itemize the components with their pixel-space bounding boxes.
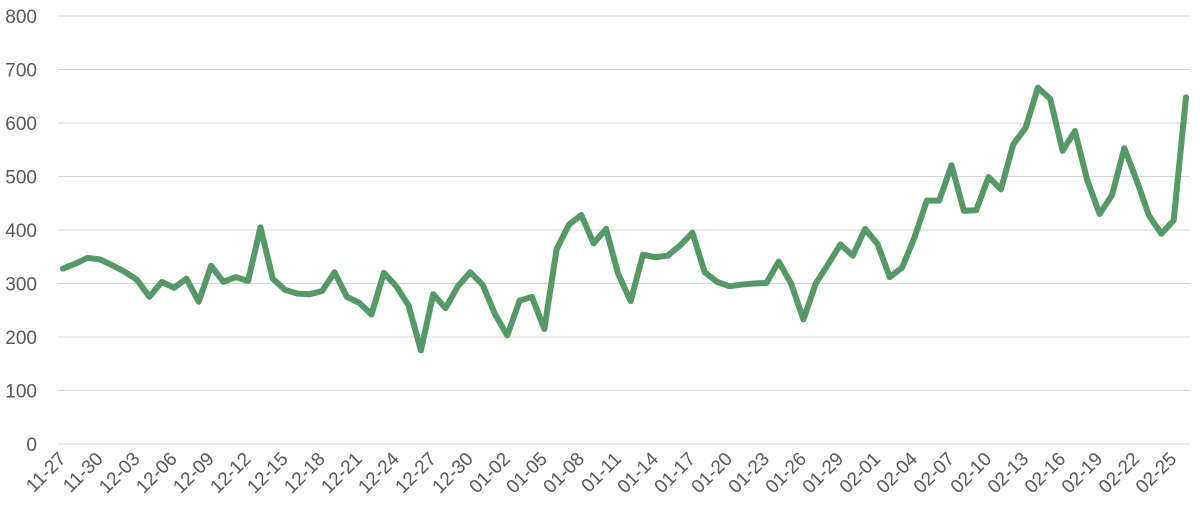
x-tick-label: 12-06	[132, 449, 181, 498]
x-tick-label: 12-15	[243, 449, 292, 498]
series-line-0	[60, 84, 1189, 354]
x-tick-label: 02-16	[1021, 449, 1070, 498]
x-tick-label: 02-13	[984, 449, 1033, 498]
x-tick-label: 01-08	[540, 449, 589, 498]
x-tick-label: 02-10	[947, 449, 996, 498]
x-tick-label: 01-29	[799, 449, 848, 498]
y-tick-label: 700	[5, 61, 37, 82]
x-tick-label: 01-20	[688, 449, 737, 498]
y-tick-label: 200	[5, 328, 37, 349]
x-tick-label: 01-23	[725, 449, 774, 498]
x-tick-label: 01-02	[466, 449, 515, 498]
x-tick-label: 12-03	[95, 449, 144, 498]
x-tick-label: 01-14	[614, 448, 664, 498]
y-tick-label: 300	[5, 275, 37, 296]
y-tick-label: 400	[5, 221, 37, 242]
x-tick-label: 12-30	[429, 449, 478, 498]
x-tick-label: 01-05	[503, 449, 552, 498]
x-tick-label: 01-11	[578, 449, 626, 497]
x-tick-label: 02-04	[873, 448, 923, 498]
x-tick-label: 02-07	[910, 449, 959, 498]
x-tick-label: 02-25	[1132, 449, 1181, 498]
x-tick-label: 12-27	[392, 449, 441, 498]
x-tick-label: 12-18	[280, 449, 329, 498]
y-tick-label: 600	[5, 114, 37, 135]
x-tick-label: 12-09	[169, 449, 218, 498]
x-axis-tick-labels: 11-2711-3012-0312-0612-0912-1212-1512-18…	[22, 448, 1181, 498]
x-tick-label: 02-01	[836, 449, 885, 498]
y-tick-label: 0	[26, 435, 37, 456]
y-axis-tick-labels: 0 100 200 300 400 500 600 700 800	[5, 7, 37, 456]
x-tick-label: 01-26	[762, 449, 811, 498]
x-tick-label: 02-19	[1058, 449, 1107, 498]
x-tick-label: 12-24	[355, 448, 405, 498]
y-tick-label: 100	[5, 382, 37, 403]
x-tick-label: 12-12	[206, 449, 255, 498]
x-tick-label: 11-30	[59, 449, 107, 497]
x-tick-label: 01-17	[651, 449, 700, 498]
series-layer	[60, 84, 1189, 354]
y-tick-label: 800	[5, 7, 37, 28]
x-tick-label: 12-21	[317, 449, 366, 498]
y-tick-label: 500	[5, 168, 37, 189]
x-tick-label: 02-22	[1095, 449, 1144, 498]
grid-lines	[58, 15, 1190, 445]
